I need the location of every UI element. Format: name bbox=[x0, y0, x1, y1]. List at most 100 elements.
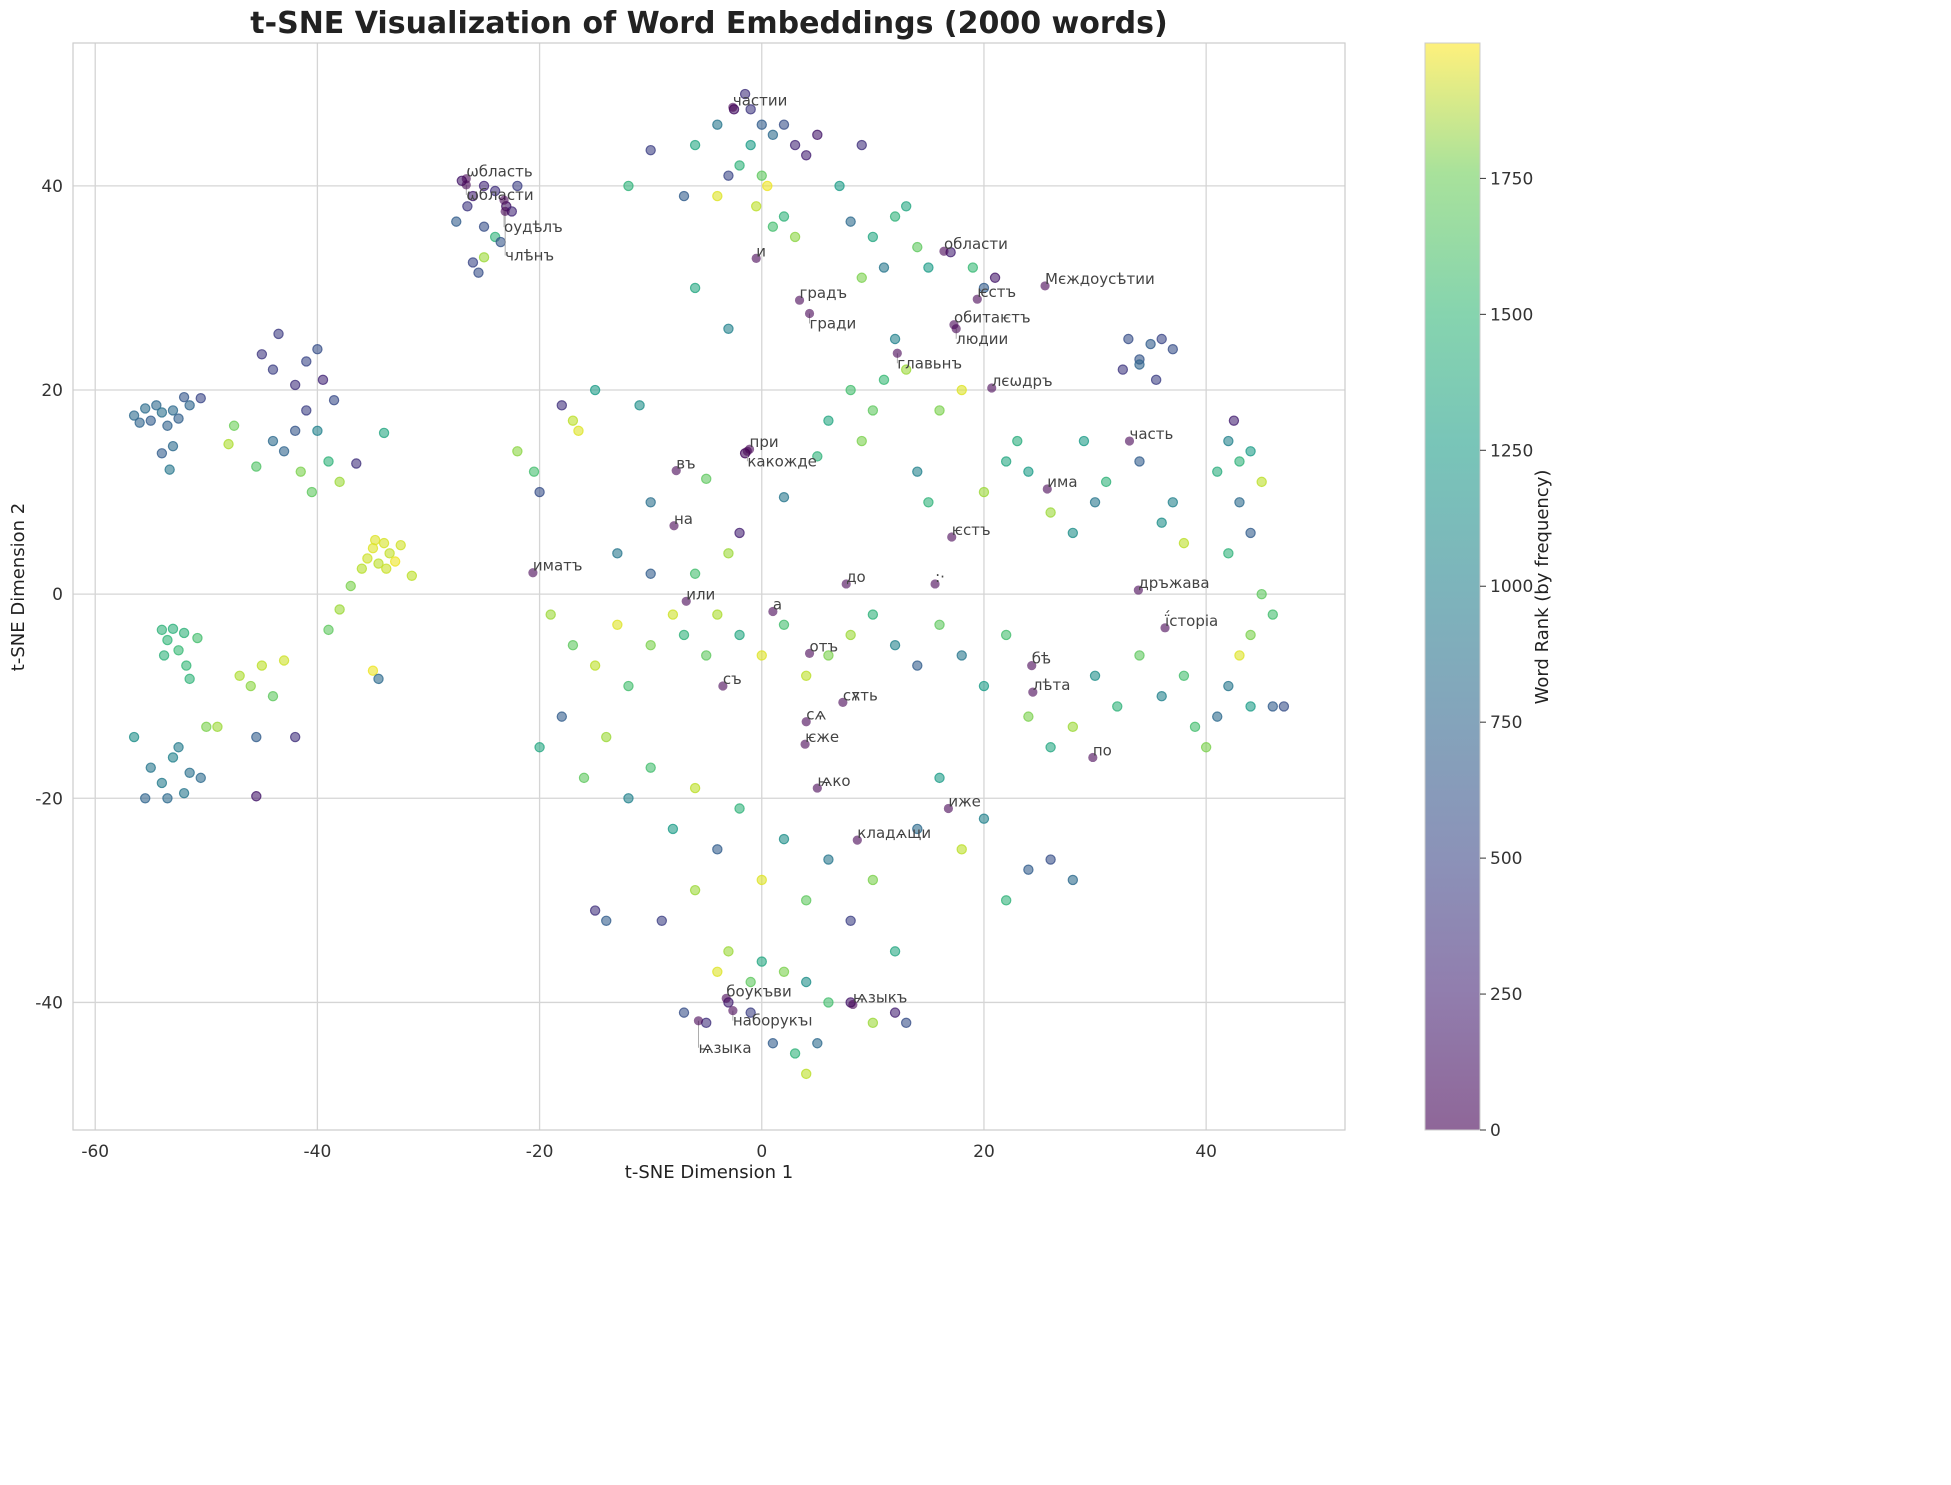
data-point bbox=[956, 384, 967, 396]
data-point bbox=[756, 650, 767, 661]
data-point bbox=[128, 731, 140, 743]
data-point bbox=[734, 527, 745, 539]
annotated-point bbox=[812, 783, 822, 793]
x-axis-label: t-SNE Dimension 1 bbox=[625, 1162, 793, 1183]
data-point bbox=[256, 349, 268, 360]
annotation-label: :· bbox=[935, 568, 945, 586]
data-point bbox=[234, 670, 245, 682]
annotated-point bbox=[951, 324, 961, 334]
data-point bbox=[1189, 721, 1201, 733]
data-point bbox=[1023, 864, 1034, 875]
data-point bbox=[789, 1048, 801, 1059]
colorbar bbox=[1425, 43, 1480, 1130]
data-point bbox=[734, 629, 745, 641]
colorbar-tick-label: 0 bbox=[1490, 1121, 1501, 1141]
annotated-point bbox=[768, 606, 778, 617]
data-point bbox=[1067, 874, 1079, 886]
data-point bbox=[378, 427, 390, 439]
data-point bbox=[801, 150, 812, 161]
data-point bbox=[1156, 691, 1167, 702]
annotated-point bbox=[972, 294, 982, 304]
data-point bbox=[223, 438, 234, 450]
annotated-point bbox=[852, 835, 862, 845]
data-point bbox=[912, 823, 923, 835]
plot-frame bbox=[72, 42, 1346, 1131]
data-point bbox=[184, 673, 195, 685]
data-point bbox=[228, 420, 240, 431]
data-point bbox=[289, 379, 301, 391]
data-point bbox=[273, 328, 284, 340]
data-point bbox=[267, 691, 279, 702]
data-point bbox=[381, 563, 392, 574]
data-point bbox=[589, 660, 601, 671]
data-point bbox=[178, 627, 190, 639]
x-tick-label: -60 bbox=[81, 1142, 109, 1162]
annotation-label: ѥже bbox=[805, 728, 839, 746]
colorbar-tick-label: 500 bbox=[1490, 849, 1522, 869]
data-point bbox=[267, 435, 279, 447]
points bbox=[128, 88, 1290, 1080]
data-point bbox=[745, 1007, 756, 1018]
annotation-label: ѥстъ bbox=[977, 283, 1016, 301]
y-tick-label: -20 bbox=[35, 789, 63, 809]
data-point bbox=[556, 711, 568, 722]
data-point bbox=[467, 190, 479, 202]
data-point bbox=[328, 395, 340, 406]
data-point bbox=[1234, 650, 1245, 661]
data-point bbox=[323, 624, 334, 636]
data-point bbox=[278, 446, 290, 457]
y-ticks: -40 -20 0 20 40 bbox=[35, 177, 63, 1014]
data-point bbox=[912, 466, 923, 477]
annotated-point bbox=[669, 521, 679, 531]
data-point bbox=[645, 497, 656, 508]
data-point bbox=[767, 1038, 779, 1049]
annotated-point bbox=[718, 681, 728, 691]
data-point bbox=[701, 650, 712, 661]
data-point bbox=[778, 119, 790, 130]
data-point bbox=[289, 425, 301, 437]
data-point bbox=[767, 129, 779, 141]
annotation-label: лєωдръ bbox=[992, 372, 1053, 390]
annotation-label: бѣ bbox=[1032, 650, 1051, 668]
data-point bbox=[745, 139, 756, 151]
data-point bbox=[184, 400, 195, 411]
data-point bbox=[712, 966, 723, 977]
data-point bbox=[1134, 359, 1145, 370]
data-point bbox=[1100, 476, 1112, 488]
annotated-point bbox=[693, 1016, 704, 1026]
data-point bbox=[567, 415, 579, 426]
data-point bbox=[158, 650, 170, 661]
data-point bbox=[156, 777, 168, 789]
data-point bbox=[823, 415, 834, 426]
colorbar-tick-label: 250 bbox=[1490, 985, 1522, 1005]
data-point bbox=[923, 262, 934, 273]
data-point bbox=[1223, 435, 1234, 447]
annotation-label: гради bbox=[810, 314, 857, 332]
data-point bbox=[745, 976, 756, 988]
data-point bbox=[245, 680, 256, 692]
data-point bbox=[134, 417, 145, 428]
data-point bbox=[812, 1038, 823, 1049]
data-point bbox=[934, 619, 945, 630]
x-tick-label: 0 bbox=[756, 1142, 767, 1162]
annotation-label: какожде bbox=[747, 452, 817, 470]
data-point bbox=[867, 609, 879, 620]
data-point bbox=[889, 639, 901, 651]
data-point bbox=[734, 160, 745, 171]
data-point bbox=[823, 854, 834, 865]
data-point bbox=[181, 660, 192, 671]
data-point bbox=[756, 874, 767, 886]
data-point bbox=[1045, 742, 1056, 753]
data-point bbox=[801, 1068, 812, 1080]
data-point bbox=[1045, 507, 1056, 518]
data-point bbox=[478, 252, 490, 263]
data-point bbox=[367, 665, 379, 676]
data-point bbox=[1245, 701, 1256, 712]
data-point bbox=[878, 374, 890, 386]
data-point bbox=[1112, 701, 1123, 712]
annotation-label: обитаѥтъ bbox=[954, 309, 1031, 327]
data-point bbox=[1234, 497, 1245, 508]
data-point bbox=[145, 762, 156, 773]
data-point bbox=[534, 486, 545, 498]
data-point bbox=[528, 466, 540, 477]
